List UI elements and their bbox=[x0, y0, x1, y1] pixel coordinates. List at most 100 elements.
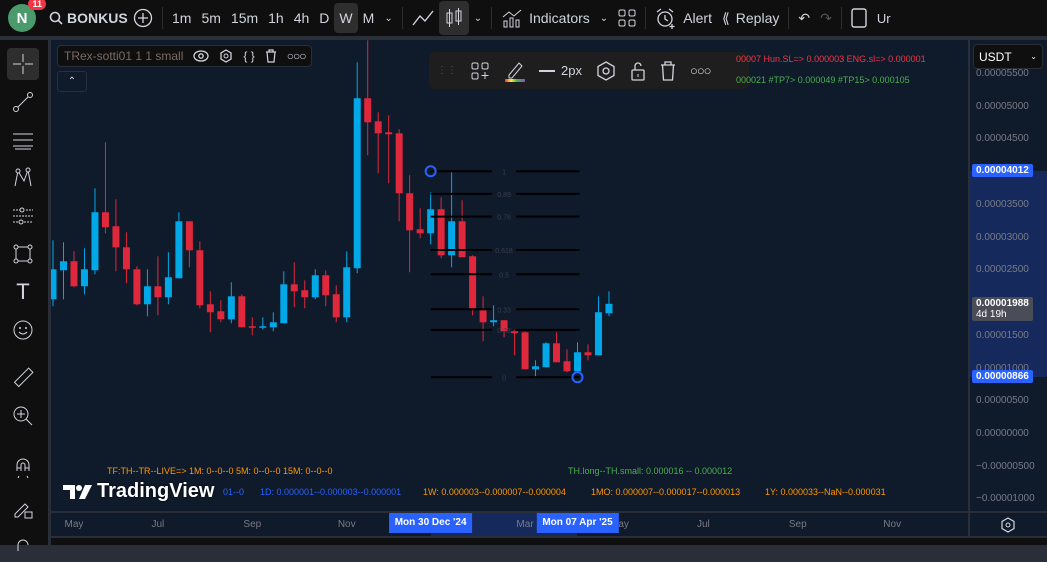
notification-badge: 11 bbox=[28, 0, 46, 10]
fib-level-label: 0.89 bbox=[497, 192, 511, 199]
th-info: TH.long--TH.small: 0.000016 -- 0.000012 bbox=[568, 466, 733, 476]
line-chart-button[interactable] bbox=[407, 3, 439, 33]
candle-body bbox=[395, 133, 403, 194]
time-label: May bbox=[610, 519, 629, 530]
chart-type-dropdown[interactable]: ⌄ bbox=[469, 3, 487, 33]
candle-body bbox=[584, 352, 592, 356]
interval-D[interactable]: D bbox=[319, 10, 330, 26]
time-axis[interactable]: May Jul Sep Nov Mar May Jul Sep Nov Mon 30 Dec '2… bbox=[51, 513, 968, 536]
currency-select[interactable]: USDT ⌄ bbox=[973, 44, 1043, 69]
candle-body bbox=[101, 212, 109, 228]
pattern-icon bbox=[14, 167, 32, 187]
shape-tool[interactable] bbox=[7, 238, 39, 270]
price-axis[interactable]: 0.00005500 0.00005000 0.00004500 0.00003500… bbox=[970, 40, 1047, 511]
pattern-tool[interactable] bbox=[7, 162, 39, 194]
interval-W[interactable]: W bbox=[334, 3, 358, 33]
grid-icon bbox=[618, 9, 636, 27]
redo-button[interactable]: ↷ bbox=[815, 3, 837, 33]
avatar[interactable]: N 11 bbox=[8, 0, 46, 32]
time-label: Jul bbox=[151, 519, 165, 530]
eye-icon[interactable] bbox=[193, 50, 210, 62]
chevron-up-icon: ⌃ bbox=[67, 76, 77, 87]
divider bbox=[788, 7, 790, 29]
text-tool[interactable]: T bbox=[7, 276, 39, 308]
fib-anchor-handle[interactable] bbox=[424, 165, 437, 178]
magnet-tool[interactable] bbox=[7, 452, 39, 484]
interval-4h[interactable]: 4h bbox=[293, 10, 310, 26]
bottom-panel bbox=[51, 538, 1047, 545]
rewind-icon: ⟪ bbox=[721, 9, 730, 26]
candle-body bbox=[521, 332, 529, 370]
interval-1h[interactable]: 1h bbox=[268, 10, 284, 26]
layout-name-button[interactable]: Ur bbox=[876, 10, 891, 26]
candle-body bbox=[563, 361, 571, 372]
price-label: 0.00000500 bbox=[976, 395, 1029, 407]
axis-settings-button[interactable] bbox=[970, 513, 1047, 536]
candle-body bbox=[594, 312, 602, 356]
prediction-tool[interactable] bbox=[7, 200, 39, 232]
alert-button[interactable]: Alert bbox=[650, 3, 717, 33]
candle-body bbox=[385, 132, 393, 135]
more-icon[interactable]: ○○○ bbox=[689, 63, 712, 78]
chevron-down-icon: ⌄ bbox=[599, 12, 609, 24]
interval-M[interactable]: M bbox=[362, 10, 375, 26]
candle-body bbox=[112, 226, 120, 248]
fullscreen-button[interactable] bbox=[846, 3, 872, 33]
templates-icon[interactable] bbox=[471, 62, 489, 80]
chevron-down-icon: ⌄ bbox=[1030, 52, 1037, 61]
candle-body bbox=[332, 294, 340, 318]
trash-icon[interactable] bbox=[660, 60, 676, 81]
price-tag-last: 0.00001988 4d 19h bbox=[972, 296, 1033, 321]
fib-level-label: 0.33 bbox=[497, 307, 511, 314]
tradingview-logo[interactable]: TradingView bbox=[63, 480, 214, 503]
indicators-button[interactable]: Indicators bbox=[496, 3, 595, 33]
more-tools[interactable] bbox=[7, 530, 39, 562]
chart-pane[interactable]: 1 0.89 0.78 0.618 0.5 0.33 0.23 0 TRex-sotti01 … bbox=[51, 40, 968, 511]
candle-body bbox=[206, 304, 214, 313]
fib-level-label: 0.618 bbox=[495, 248, 513, 255]
lock-drawings-tool[interactable] bbox=[7, 492, 39, 524]
candle-body bbox=[290, 284, 298, 292]
source-code-icon[interactable]: { } bbox=[243, 49, 255, 63]
zoom-tool[interactable] bbox=[7, 400, 39, 432]
settings-icon[interactable] bbox=[596, 60, 616, 81]
candle-body bbox=[122, 247, 130, 270]
sl-info: 00007 Hun.SL=> 0.000003 ENG.sl=> 0.00000… bbox=[736, 54, 926, 64]
square-icon bbox=[851, 8, 867, 28]
trash-icon[interactable] bbox=[265, 49, 277, 63]
indicators-dropdown[interactable]: ⌄ bbox=[595, 3, 613, 33]
candle-body bbox=[280, 284, 288, 324]
undo-button[interactable]: ↶ bbox=[793, 3, 815, 33]
h1-info: 01--0 bbox=[223, 487, 245, 497]
crosshair-tool[interactable] bbox=[7, 48, 39, 80]
line-width-icon bbox=[539, 69, 555, 72]
icon-tool[interactable] bbox=[7, 314, 39, 346]
interval-dropdown[interactable]: ⌄ bbox=[379, 3, 397, 33]
drag-handle-icon[interactable]: ⋮⋮ bbox=[437, 65, 457, 76]
interval-15m[interactable]: 15m bbox=[230, 10, 259, 26]
fib-tool[interactable] bbox=[7, 124, 39, 156]
price-label: 0.00003500 bbox=[976, 198, 1029, 210]
interval-5m[interactable]: 5m bbox=[201, 10, 221, 26]
collapse-legend-button[interactable]: ⌃ bbox=[57, 71, 87, 92]
symbol-search-button[interactable]: BONKUSD bbox=[44, 3, 128, 33]
candle-body bbox=[70, 261, 78, 287]
settings-icon[interactable] bbox=[219, 49, 233, 63]
unlock-icon[interactable] bbox=[630, 61, 646, 81]
layouts-button[interactable] bbox=[613, 3, 641, 33]
line-color-icon[interactable] bbox=[503, 59, 525, 83]
price-label: 0.00005000 bbox=[976, 100, 1029, 112]
trend-line-tool[interactable] bbox=[7, 86, 39, 118]
candle-chart-button[interactable] bbox=[438, 1, 469, 35]
measure-tool[interactable] bbox=[7, 362, 39, 394]
interval-1m[interactable]: 1m bbox=[172, 10, 192, 26]
more-icon[interactable]: ○○○ bbox=[286, 49, 307, 63]
compare-symbol-button[interactable] bbox=[128, 3, 158, 33]
candle-body bbox=[259, 326, 267, 328]
line-width-button[interactable]: 2px bbox=[539, 63, 582, 78]
candlestick-chart[interactable]: 1 0.89 0.78 0.618 0.5 0.33 0.23 0 bbox=[51, 40, 968, 511]
indicator-legend[interactable]: TRex-sotti01 1 1 small { } ○○○ bbox=[57, 45, 313, 67]
replay-button[interactable]: ⟪ Replay bbox=[721, 9, 780, 27]
candle-body bbox=[154, 286, 162, 298]
fib-anchor-handle[interactable] bbox=[571, 371, 584, 384]
